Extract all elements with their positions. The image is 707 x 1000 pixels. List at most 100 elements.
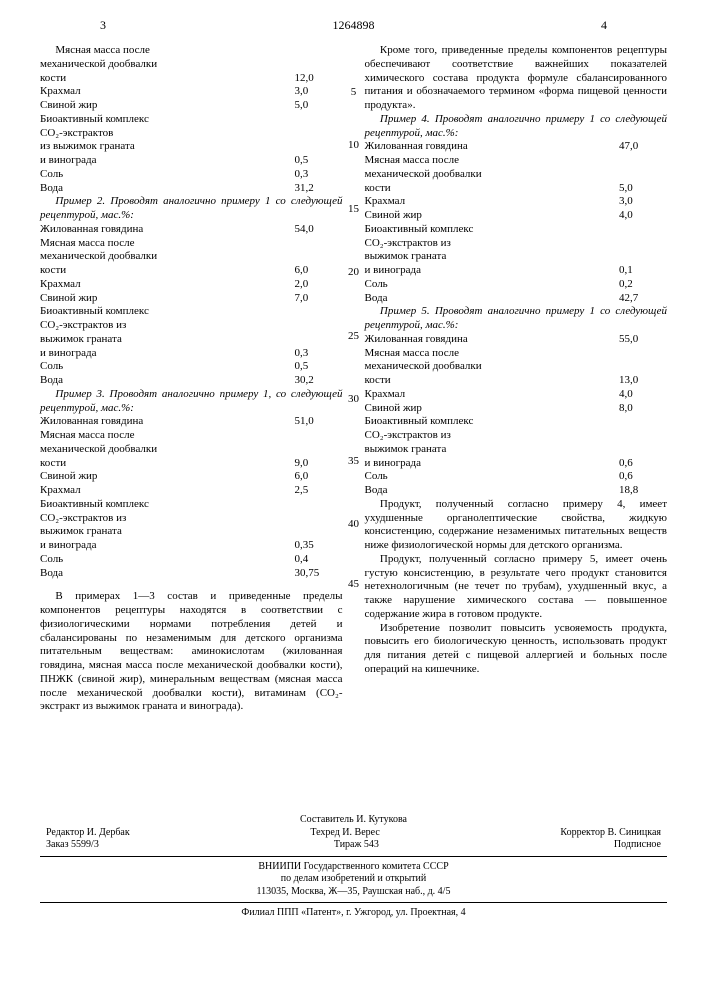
page-num-left: 3 [100, 18, 106, 33]
text-line: выжимок граната [365, 443, 668, 457]
ingredient-label: кости [365, 374, 620, 388]
body-paragraph: Продукт, полученный согласно примеру 5, … [365, 553, 668, 622]
ingredient-label: Крахмал [40, 278, 295, 292]
footer-tirazh: Тираж 543 [334, 839, 379, 852]
text-line: механической дообвалки [365, 168, 668, 182]
ingredient-label: Вода [40, 182, 295, 196]
ingredient-value: 0,2 [619, 278, 667, 292]
ingredient-value: 0,35 [295, 539, 343, 553]
document-number: 1264898 [333, 18, 375, 33]
ingredient-value: 4,0 [619, 209, 667, 223]
ingredient-label: Свиной жир [365, 209, 620, 223]
line-number: 20 [345, 267, 363, 278]
ingredient-value: 54,0 [295, 223, 343, 237]
ingredient-value: 42,7 [619, 292, 667, 306]
ingredient-value: 31,2 [295, 182, 343, 196]
ingredient-value: 12,0 [295, 72, 343, 86]
ingredient-value: 0,3 [295, 168, 343, 182]
line-number: 10 [345, 140, 363, 151]
ingredient-label: и винограда [40, 154, 295, 168]
page-header: 3 1264898 4 [40, 18, 667, 40]
footer-compiler: Составитель И. Кутукова [40, 814, 667, 827]
footer: Составитель И. Кутукова Редактор И. Дерб… [40, 814, 667, 920]
ingredient-label: Жилованная говядина [365, 333, 620, 347]
text-line: выжимок граната [365, 250, 668, 264]
ingredient-label: Вода [365, 484, 620, 498]
ingredient-label: Соль [365, 470, 620, 484]
ingredient-value: 8,0 [619, 402, 667, 416]
ingredient-value: 2,0 [295, 278, 343, 292]
ingredient-value: 5,0 [295, 99, 343, 113]
text-line: Биоактивный комплекс [365, 415, 668, 429]
text-columns: Мясная масса после механической дообвалк… [40, 44, 667, 744]
ingredient-label: кости [40, 264, 295, 278]
text-line: механической дообвалки [365, 360, 668, 374]
ingredient-value: 0,6 [619, 457, 667, 471]
ingredient-label: и винограда [40, 347, 295, 361]
line-number: 5 [345, 87, 363, 98]
ingredient-value: 30,2 [295, 374, 343, 388]
line-number: 30 [345, 394, 363, 405]
example-intro: Пример 3. Проводят аналогично примеру 1,… [40, 388, 343, 416]
ingredient-value: 0,4 [295, 553, 343, 567]
text-line: механической дообвалки [40, 443, 343, 457]
ingredient-value: 51,0 [295, 415, 343, 429]
ingredient-label: Жилованная говядина [365, 140, 620, 154]
ingredient-value: 18,8 [619, 484, 667, 498]
text-line: выжимок граната [40, 333, 343, 347]
ingredient-label: Соль [40, 553, 295, 567]
ingredient-label: и винограда [365, 264, 620, 278]
ingredient-label: Свиной жир [365, 402, 620, 416]
ingredient-value: 6,0 [295, 470, 343, 484]
footer-org2: по делам изобретений и открытий [40, 873, 667, 886]
ingredient-value: 5,0 [619, 182, 667, 196]
text-line: Биоактивный комплекс [40, 498, 343, 512]
ingredient-value: 0,6 [619, 470, 667, 484]
ingredient-value: 3,0 [619, 195, 667, 209]
ingredient-value: 13,0 [619, 374, 667, 388]
example-intro: Пример 5. Проводят аналогично примеру 1 … [365, 305, 668, 333]
example-intro: Пример 2. Проводят аналогично примеру 1 … [40, 195, 343, 223]
ingredient-label: Свиной жир [40, 99, 295, 113]
text-line: Биоактивный комплекс [40, 113, 343, 127]
ingredient-label: кости [40, 72, 295, 86]
line-number: 45 [345, 579, 363, 590]
ingredient-label: Соль [365, 278, 620, 292]
text-line: выжимок граната [40, 525, 343, 539]
footer-org1: ВНИИПИ Государственного комитета СССР [40, 861, 667, 874]
ingredient-value: 47,0 [619, 140, 667, 154]
line-number: 40 [345, 519, 363, 530]
ingredient-label: кости [40, 457, 295, 471]
ingredient-label: Жилованная говядина [40, 223, 295, 237]
ingredient-label: Вода [365, 292, 620, 306]
page-num-right: 4 [601, 18, 607, 33]
ingredient-label: кости [365, 182, 620, 196]
ingredient-value: 2,5 [295, 484, 343, 498]
text-line: механической дообвалки [40, 250, 343, 264]
body-paragraph: Изобретение позволит повысить усвояемост… [365, 622, 668, 677]
footer-corrector: Корректор В. Синицкая [560, 827, 661, 840]
body-paragraph: В примерах 1—3 состав и приведенные пред… [40, 590, 343, 714]
footer-order: Заказ 5599/3 [46, 839, 99, 852]
footer-addr2: Филиал ППП «Патент», г. Ужгород, ул. Про… [40, 907, 667, 920]
text-line: из выжимок граната [40, 140, 343, 154]
line-number: 15 [345, 204, 363, 215]
ingredient-value: 0,5 [295, 154, 343, 168]
footer-addr1: 113035, Москва, Ж—35, Раушская наб., д. … [40, 886, 667, 899]
ingredient-label: Соль [40, 360, 295, 374]
ingredient-label: и винограда [40, 539, 295, 553]
ingredient-value: 4,0 [619, 388, 667, 402]
ingredient-label: и винограда [365, 457, 620, 471]
text-line: Биоактивный комплекс [40, 305, 343, 319]
ingredient-label: Вода [40, 567, 295, 581]
text-line: Мясная масса после [365, 154, 668, 168]
ingredient-value: 9,0 [295, 457, 343, 471]
ingredient-label: Крахмал [365, 388, 620, 402]
ingredient-label: Свиной жир [40, 292, 295, 306]
ingredient-label: Соль [40, 168, 295, 182]
ingredient-label: Крахмал [365, 195, 620, 209]
text-line: CO₂-экстрактов из [40, 512, 343, 526]
text-line: Мясная масса после [40, 44, 343, 58]
ingredient-value: 30,75 [295, 567, 343, 581]
body-paragraph: Продукт, полученный согласно примеру 4, … [365, 498, 668, 553]
